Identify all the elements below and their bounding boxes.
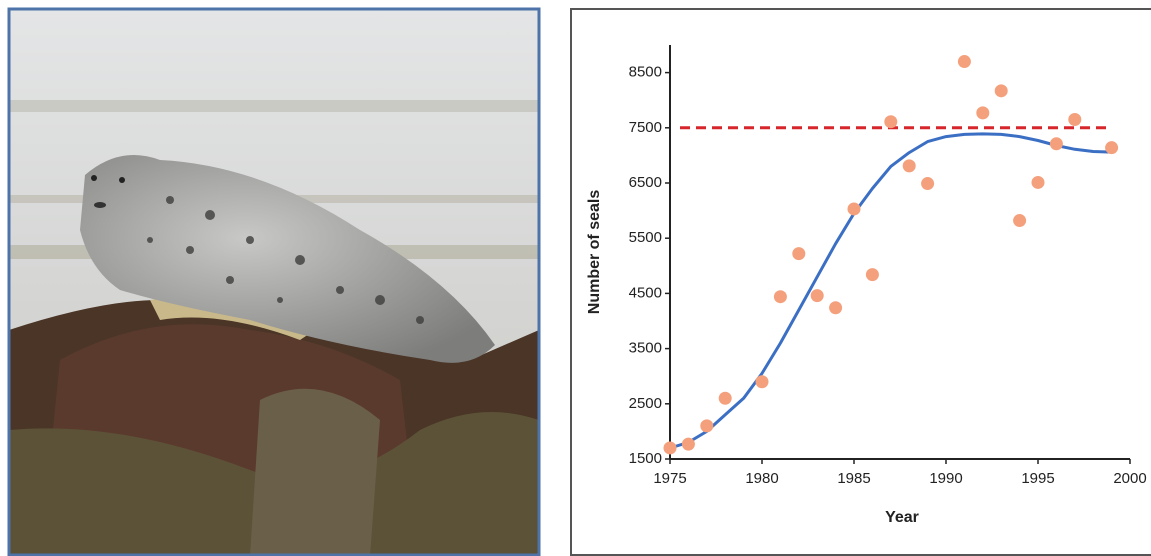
- seal-photo: [7, 7, 541, 556]
- y-tick-label: 8500: [629, 64, 662, 81]
- data-point: [1031, 175, 1045, 189]
- data-point: [921, 177, 935, 191]
- data-point: [700, 419, 714, 433]
- x-axis-title: Year: [885, 509, 919, 526]
- data-point: [976, 106, 990, 120]
- data-point: [1105, 141, 1119, 155]
- data-point: [1013, 214, 1027, 228]
- data-point: [884, 115, 898, 129]
- data-point: [865, 268, 879, 282]
- data-point: [810, 289, 824, 303]
- data-point: [681, 437, 695, 451]
- data-point: [755, 375, 769, 389]
- data-point: [1049, 137, 1063, 151]
- chart-frame: [570, 8, 1151, 556]
- chart: Year Number of seals 1500 2500 3500 4500 550…: [586, 45, 1147, 526]
- y-tick-label: 2500: [629, 395, 662, 412]
- y-tick-label: 6500: [629, 174, 662, 191]
- x-tick-label: 1985: [837, 470, 870, 487]
- x-tick-label: 1980: [745, 470, 778, 487]
- data-point: [663, 441, 677, 455]
- y-tick-label: 3500: [629, 340, 662, 357]
- data-point: [1068, 113, 1082, 127]
- x-tick-label: 1975: [653, 470, 686, 487]
- y-tick-label: 4500: [629, 284, 662, 301]
- y-axis-title: Number of seals: [586, 190, 603, 315]
- x-tick-label: 1995: [1021, 470, 1054, 487]
- data-point: [773, 290, 787, 304]
- data-point: [847, 202, 861, 216]
- data-point: [792, 247, 806, 261]
- data-point: [902, 159, 916, 173]
- y-tick-label: 7500: [629, 119, 662, 136]
- data-point: [829, 301, 843, 315]
- x-tick-label: 1990: [929, 470, 962, 487]
- data-point: [994, 84, 1008, 98]
- data-point: [957, 55, 971, 69]
- data-point: [718, 391, 732, 405]
- fit-curve: [669, 132, 1112, 450]
- y-tick-label: 1500: [629, 450, 662, 467]
- x-tick-label: 2000: [1113, 470, 1146, 487]
- y-tick-label: 5500: [629, 229, 662, 246]
